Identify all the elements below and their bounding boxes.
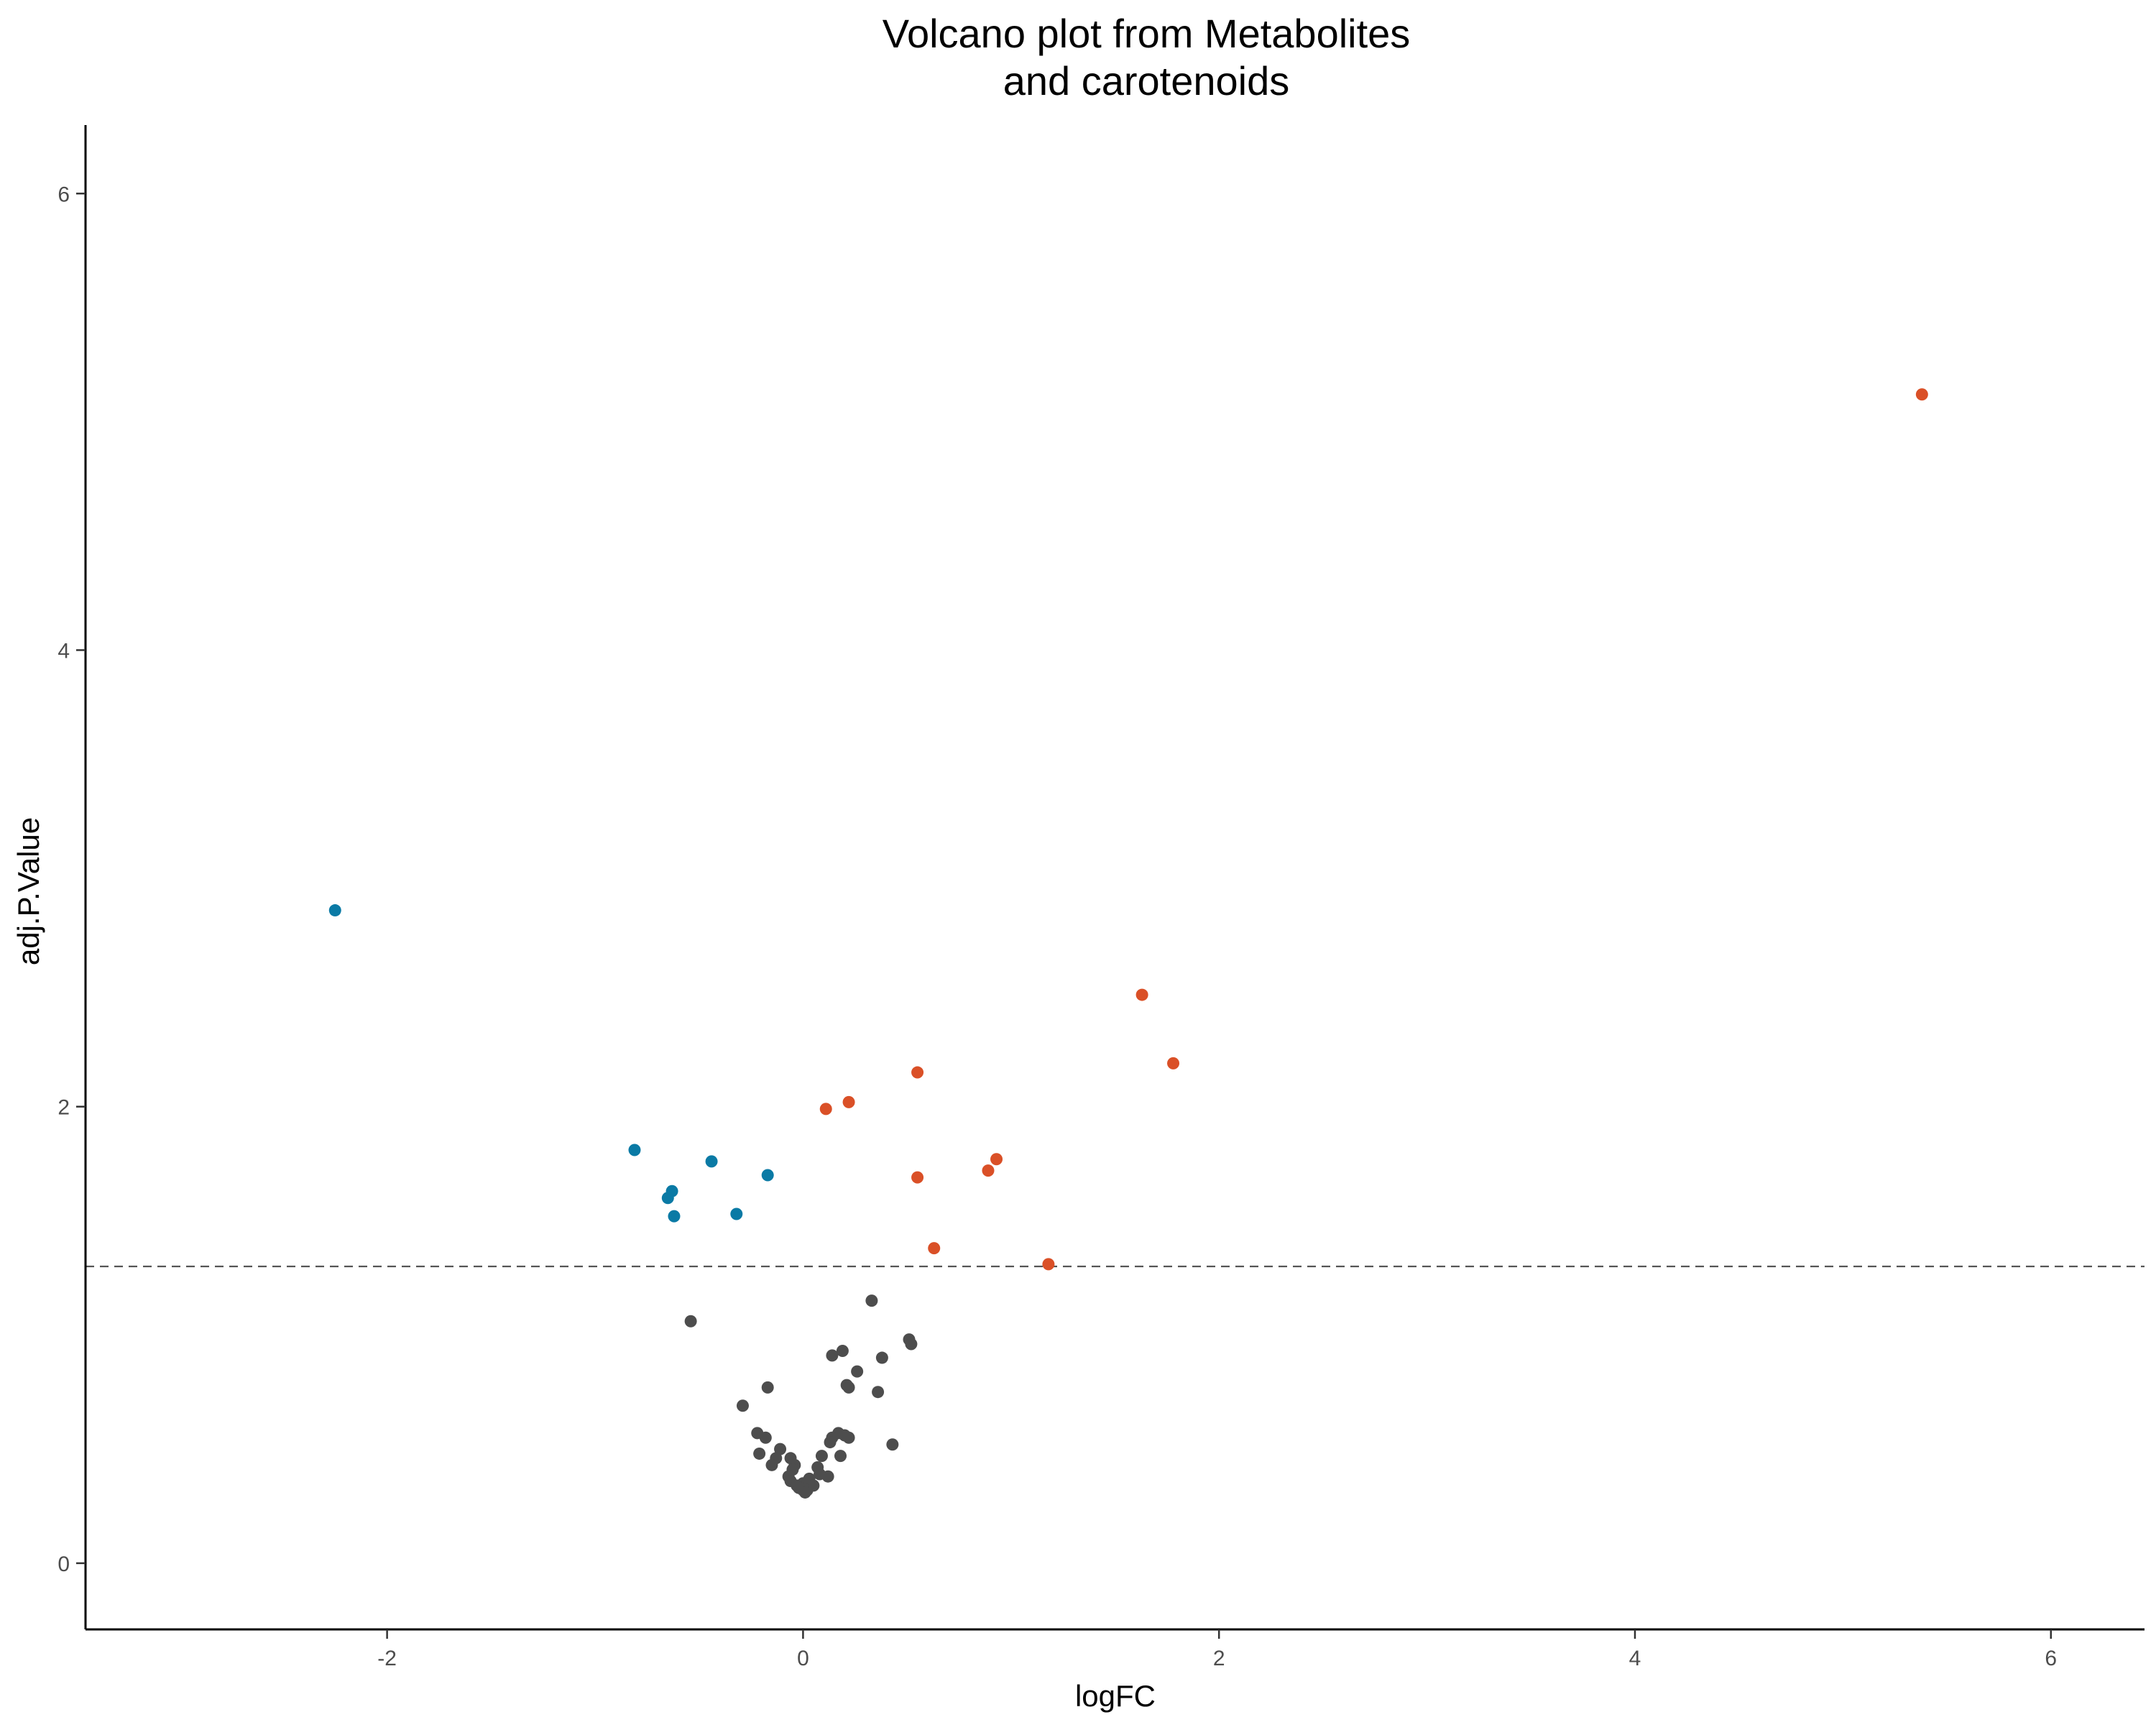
data-point-ns [826,1349,839,1362]
data-point-ns [759,1431,772,1444]
data-point-ns [865,1294,878,1307]
data-point-up [819,1103,832,1116]
data-point-ns [815,1450,828,1463]
data-point-ns [886,1438,899,1451]
data-point-ns [824,1436,837,1449]
y-tick-label: 4 [57,639,70,663]
data-point-down [328,904,341,917]
data-point-ns [765,1458,778,1471]
data-point-ns [798,1486,811,1499]
data-point-down [668,1210,681,1223]
x-axis-ticks: -2 0 2 4 6 [377,1629,2057,1670]
data-point-up [990,1153,1003,1166]
data-point-ns [834,1450,847,1463]
data-point-down [730,1208,743,1220]
data-point-up [1042,1258,1055,1271]
x-axis-title: logFC [1075,1679,1156,1713]
data-point-up [1135,988,1148,1001]
data-point-ns [821,1470,834,1483]
data-point-ns [836,1345,849,1358]
x-tick-label: 2 [1213,1647,1225,1670]
y-tick-label: 6 [57,183,70,206]
data-point-ns [851,1365,864,1378]
data-point-up [928,1242,941,1255]
data-point-up [842,1095,855,1108]
data-point-down [628,1144,641,1156]
data-point-ns [905,1338,918,1351]
data-point-up [982,1164,995,1177]
data-point-down [761,1169,774,1182]
data-point-ns [684,1315,697,1328]
data-points [328,388,1928,1499]
x-tick-label: 0 [797,1647,809,1670]
x-tick-label: -2 [377,1647,397,1670]
data-point-up [1167,1057,1180,1070]
chart-title-line-2: and carotenoids [1003,58,1290,104]
x-tick-label: 6 [2045,1647,2057,1670]
data-point-ns [875,1351,888,1364]
y-axis-title: adj.P.Value [11,817,45,965]
data-point-ns [842,1381,855,1394]
data-point-down [705,1155,718,1168]
data-point-ns [761,1381,774,1394]
y-axis-ticks: 0 2 4 6 [57,183,86,1576]
y-tick-label: 0 [57,1552,70,1576]
chart-title: Volcano plot from Metabolites and carote… [883,11,1411,104]
data-point-up [1915,388,1928,401]
data-point-up [911,1066,924,1079]
data-point-ns [736,1399,749,1412]
x-tick-label: 4 [1629,1647,1641,1670]
data-point-down [661,1192,674,1205]
data-point-up [911,1171,924,1184]
data-point-ns [774,1443,787,1455]
data-point-ns [872,1386,885,1399]
data-point-ns [842,1431,855,1444]
y-tick-label: 2 [57,1096,70,1120]
data-point-ns [753,1447,766,1460]
axes [84,125,2145,1631]
chart-title-line-1: Volcano plot from Metabolites [883,11,1411,56]
